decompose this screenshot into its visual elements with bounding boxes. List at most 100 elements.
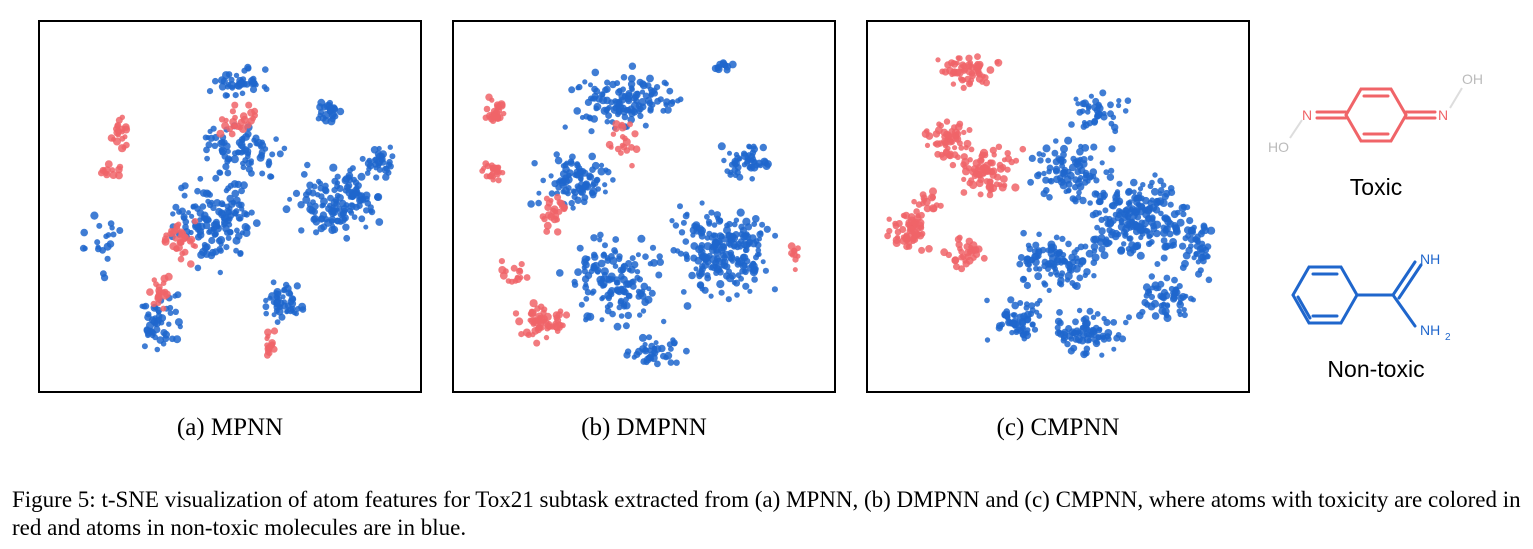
cmpnn-point <box>931 205 938 212</box>
cmpnn-point <box>1059 169 1067 177</box>
cmpnn-point <box>1069 280 1075 286</box>
mpnn-point <box>175 318 183 326</box>
cmpnn-point <box>1180 264 1187 271</box>
cmpnn-point <box>1207 227 1215 235</box>
mpnn-point <box>269 174 275 180</box>
dmpnn-point <box>683 348 690 355</box>
cmpnn-point <box>1087 338 1092 343</box>
cmpnn-point <box>1096 327 1102 333</box>
mpnn-point <box>105 256 111 262</box>
dmpnn-point <box>602 182 607 187</box>
cmpnn-point <box>1175 210 1181 216</box>
dmpnn-point <box>534 305 540 311</box>
cmpnn-point <box>1148 183 1154 189</box>
cmpnn-point <box>1087 200 1093 206</box>
dmpnn-point <box>592 69 600 77</box>
mpnn-point <box>287 197 292 202</box>
cmpnn-point <box>1184 204 1190 210</box>
dmpnn-point <box>655 272 662 279</box>
cmpnn-point <box>1048 272 1053 277</box>
cmpnn-point <box>1173 228 1180 235</box>
cmpnn-point <box>1027 267 1032 272</box>
dmpnn-point <box>571 188 577 194</box>
cmpnn-point <box>1111 347 1116 352</box>
mpnn-point <box>111 232 117 238</box>
nontoxic-atom-nh: NH <box>1420 251 1440 267</box>
dmpnn-point <box>611 132 616 137</box>
mpnn-point <box>241 165 247 171</box>
mpnn-point <box>253 219 261 227</box>
mpnn-point <box>142 343 148 349</box>
dmpnn-point <box>618 150 624 156</box>
cmpnn-point <box>1083 273 1088 278</box>
dmpnn-point <box>708 210 714 216</box>
cmpnn-point <box>1099 353 1104 358</box>
nontoxic-atom-nh2-subscript: 2 <box>1445 332 1451 343</box>
mpnn-point <box>240 91 246 97</box>
cmpnn-point <box>943 148 950 155</box>
cmpnn-point <box>1108 168 1114 174</box>
dmpnn-point <box>568 160 575 167</box>
cmpnn-point <box>896 220 903 227</box>
cmpnn-point <box>921 194 928 201</box>
cmpnn-point <box>1032 242 1039 249</box>
cmpnn-point <box>955 236 962 243</box>
dmpnn-point <box>535 200 542 207</box>
dmpnn-point <box>594 177 600 183</box>
mpnn-point <box>235 181 242 188</box>
dmpnn-point <box>600 284 605 289</box>
cmpnn-point <box>1047 262 1052 267</box>
cmpnn-point <box>1126 314 1132 320</box>
mpnn-point <box>331 178 338 185</box>
dmpnn-point <box>631 95 638 102</box>
mpnn-point <box>352 214 358 220</box>
mpnn-point <box>218 248 224 254</box>
dmpnn-point <box>759 222 765 228</box>
dmpnn-point <box>597 232 604 239</box>
dmpnn-point <box>738 224 745 231</box>
dmpnn-point <box>746 239 753 246</box>
cmpnn-point <box>1005 150 1011 156</box>
cmpnn-point <box>1118 209 1124 215</box>
dmpnn-point <box>721 259 726 264</box>
dmpnn-point <box>582 275 589 282</box>
cmpnn-point <box>958 265 965 272</box>
mpnn-point <box>221 139 228 146</box>
cmpnn-point <box>1161 215 1167 221</box>
dmpnn-point <box>588 82 593 87</box>
mpnn-point <box>216 237 223 244</box>
dmpnn-point <box>604 80 610 86</box>
cmpnn-point <box>944 118 950 124</box>
mpnn-point <box>227 222 233 228</box>
dmpnn-point <box>679 229 685 235</box>
mpnn-point <box>270 341 276 347</box>
mpnn-point <box>203 147 210 154</box>
dmpnn-point <box>668 100 675 107</box>
cmpnn-point <box>1102 207 1108 213</box>
dmpnn-point <box>747 265 754 272</box>
cmpnn-point <box>1090 144 1097 151</box>
cmpnn-point <box>1054 272 1060 278</box>
mpnn-point <box>208 129 213 134</box>
cmpnn-point <box>1183 252 1191 260</box>
cmpnn-point <box>1046 169 1052 175</box>
mpnn-point <box>249 158 254 163</box>
dmpnn-point <box>696 270 703 277</box>
dmpnn-point <box>601 295 606 300</box>
cmpnn-point <box>1066 169 1071 174</box>
cmpnn-point <box>1129 219 1135 225</box>
dmpnn-point <box>578 175 584 181</box>
cmpnn-point <box>1198 244 1206 252</box>
mpnn-point <box>371 146 379 154</box>
cmpnn-point <box>1088 155 1094 161</box>
dmpnn-point <box>747 145 752 150</box>
dmpnn-point <box>620 108 628 116</box>
nontoxic-atom-nh2: NH <box>1420 322 1440 338</box>
dmpnn-point <box>552 323 560 331</box>
mpnn-point <box>191 204 196 209</box>
dmpnn-point <box>593 106 599 112</box>
cmpnn-point <box>1054 235 1060 241</box>
cmpnn-point <box>969 77 975 83</box>
cmpnn-point <box>958 249 964 255</box>
cmpnn-point <box>977 63 983 69</box>
